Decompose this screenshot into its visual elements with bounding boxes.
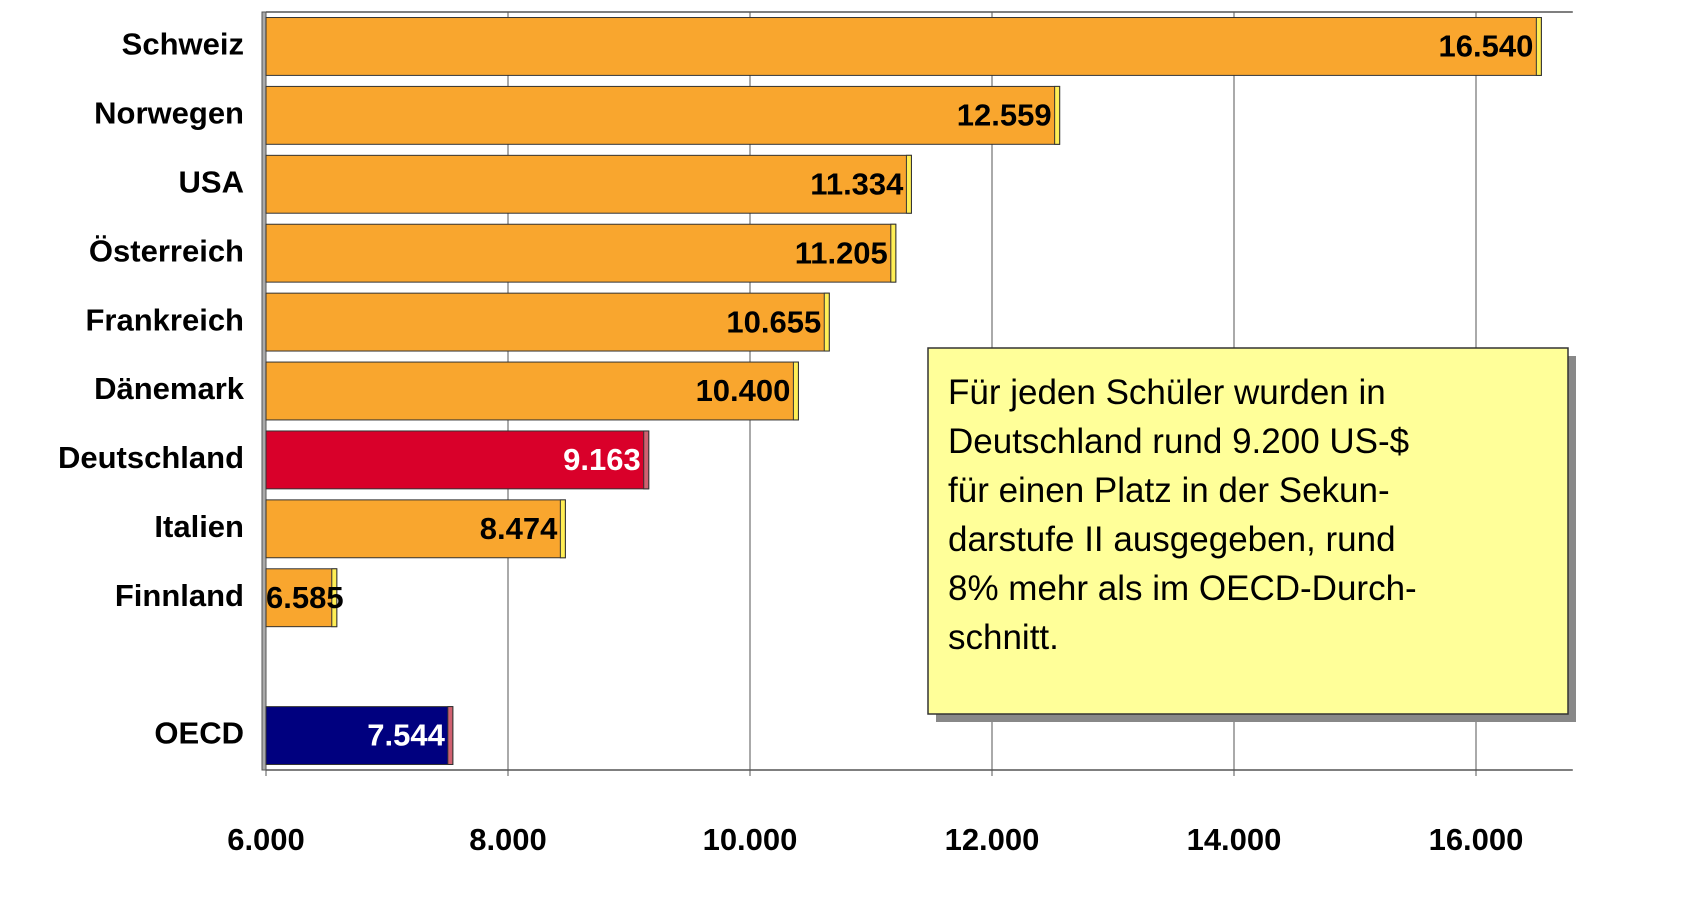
value-label: 8.474	[480, 511, 558, 546]
bar	[265, 568, 338, 628]
annotation-line: für einen Platz in der Sekun-	[948, 471, 1390, 510]
value-label: 16.540	[1439, 29, 1534, 64]
annotation-line: darstufe II ausgegeben, rund	[948, 520, 1396, 559]
value-label: 10.400	[696, 373, 791, 408]
bar-edge	[1054, 85, 1061, 145]
annotation-line: 8% mehr als im OECD-Durch-	[948, 569, 1417, 608]
annotation-line: Für jeden Schüler wurden in	[948, 373, 1386, 412]
category-label: OECD	[154, 716, 244, 751]
bar-edge	[643, 430, 650, 490]
annotation-box	[927, 347, 1569, 715]
x-tick-label: 10.000	[703, 822, 798, 857]
value-label: 12.559	[957, 98, 1052, 133]
bar-edge	[559, 499, 566, 559]
value-label: 11.205	[795, 235, 888, 270]
value-label: 9.163	[563, 442, 641, 477]
bar	[265, 17, 1542, 76]
axis-left	[261, 11, 267, 771]
category-label: Österreich	[89, 233, 244, 268]
x-tick-label: 8.000	[469, 822, 547, 857]
bar	[265, 430, 650, 490]
x-tick-label: 14.000	[1187, 822, 1282, 857]
bar	[265, 85, 1061, 145]
x-tick-label: 6.000	[227, 822, 305, 857]
category-label: Deutschland	[58, 440, 244, 475]
bar-edge	[823, 292, 830, 352]
category-label: USA	[179, 164, 244, 199]
bar-edge	[890, 223, 897, 283]
bar-edge	[1535, 17, 1542, 76]
value-label: 7.544	[367, 718, 445, 753]
category-label: Finnland	[115, 578, 244, 613]
bar-edge	[331, 568, 338, 628]
bar	[265, 292, 830, 352]
x-tick-label: 12.000	[945, 822, 1040, 857]
category-label: Dänemark	[94, 371, 245, 406]
value-label: 10.655	[726, 304, 821, 339]
annotation-line: Deutschland rund 9.200 US-$	[948, 422, 1409, 461]
bar-edge	[792, 361, 799, 421]
value-label: 6.585	[266, 580, 344, 615]
category-label: Italien	[154, 509, 244, 544]
category-label: Schweiz	[122, 27, 244, 62]
category-label: Norwegen	[94, 96, 244, 131]
bar-edge	[447, 706, 454, 765]
annotation-line: schnitt.	[948, 618, 1059, 657]
bar-edge	[905, 154, 912, 214]
x-tick-label: 16.000	[1429, 822, 1524, 857]
category-label: Frankreich	[85, 302, 244, 337]
value-label: 11.334	[810, 166, 904, 201]
bar	[265, 499, 566, 559]
